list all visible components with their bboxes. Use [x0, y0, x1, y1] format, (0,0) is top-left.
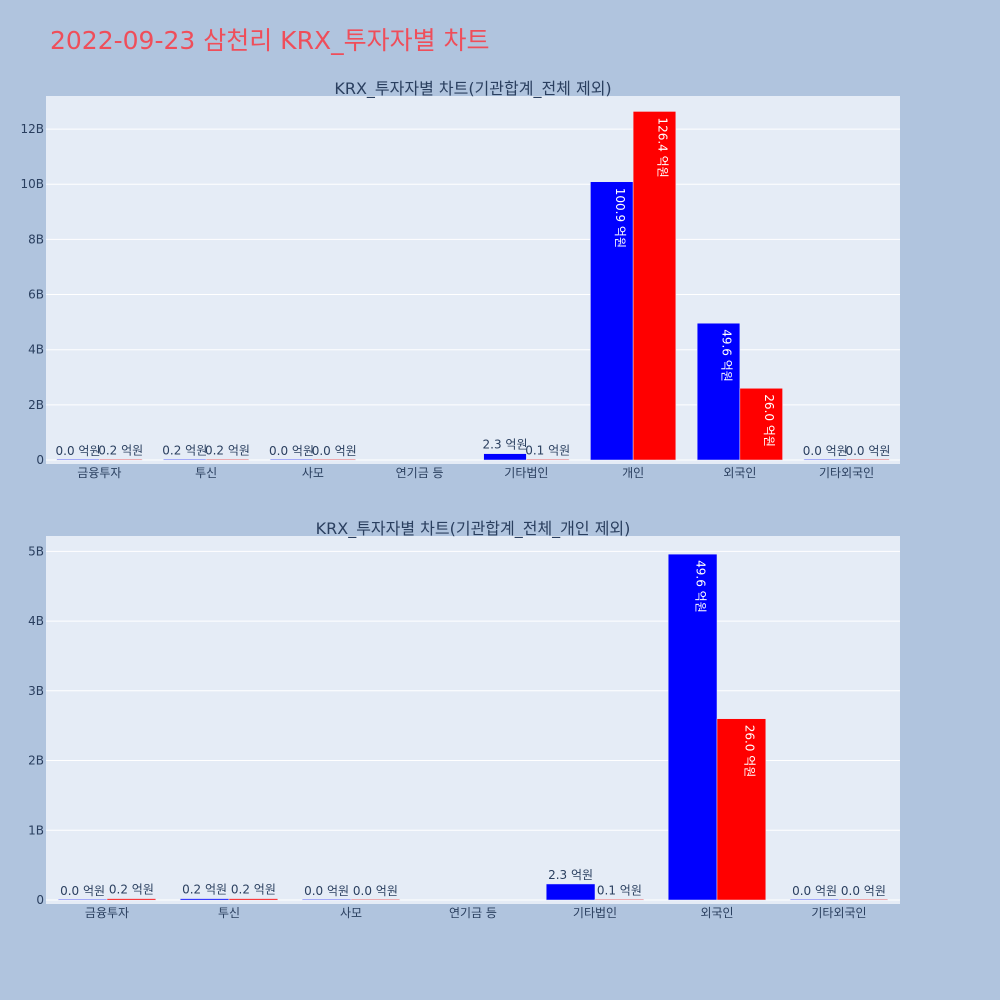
x-tick-label: 기타외국인 — [811, 906, 866, 920]
data-label: 2.3 억원 — [483, 438, 528, 452]
x-tick-label: 기타법인 — [573, 906, 617, 920]
y-tick-label: 3B — [28, 684, 44, 698]
bar — [594, 898, 645, 901]
y-tick-label: 0 — [36, 453, 44, 467]
data-label: 0.2 억원 — [109, 883, 154, 897]
y-tick-label: 4B — [28, 343, 44, 357]
chart-title: KRX_투자자별 차트(기관합계_전체_개인 제외) — [316, 519, 631, 539]
page-title: 2022-09-23 삼천리 KRX_투자자별 차트 — [50, 26, 490, 55]
x-tick-label: 연기금 등 — [396, 466, 444, 480]
data-label: 0.2 억원 — [182, 883, 227, 897]
x-tick-label: 투신 — [195, 466, 217, 480]
bar — [228, 898, 279, 901]
bar — [106, 898, 157, 901]
data-label: 26.0 억원 — [762, 394, 776, 447]
data-label: 0.2 억원 — [205, 443, 250, 457]
data-label: 0.1 억원 — [597, 883, 642, 897]
data-label: 0.0 억원 — [792, 884, 837, 898]
data-label: 0.0 억원 — [269, 444, 314, 458]
y-tick-label: 2B — [28, 398, 44, 412]
data-label: 0.0 억원 — [56, 444, 101, 458]
bar — [350, 898, 401, 901]
data-label: 0.1 억원 — [525, 444, 570, 458]
data-label: 0.0 억원 — [312, 444, 357, 458]
bar — [163, 458, 207, 461]
data-label: 0.0 억원 — [353, 884, 398, 898]
bar — [838, 898, 889, 901]
bar — [526, 458, 570, 461]
bar — [205, 458, 250, 461]
x-tick-label: 사모 — [340, 906, 362, 920]
data-label: 26.0 억원 — [742, 725, 756, 778]
y-tick-label: 0 — [36, 893, 44, 907]
data-label: 100.9 억원 — [613, 188, 627, 248]
bar — [179, 898, 230, 901]
chart-bottom: 0 1B 2B 3B 4B 5B KRX_투자자별 차트(기관합계_전체_개인 제외) 금융투… — [28, 519, 900, 920]
x-tick-label: 외국인 — [700, 906, 733, 920]
x-tick-label: 금융투자 — [77, 466, 121, 480]
bar — [696, 322, 741, 461]
x-tick-label: 사모 — [302, 466, 324, 480]
bar — [269, 458, 314, 461]
bar — [312, 458, 356, 461]
bar — [301, 898, 352, 901]
bar — [632, 111, 677, 461]
bar — [667, 553, 718, 901]
y-tick-label: 1B — [28, 823, 44, 837]
bar — [739, 388, 783, 461]
data-label: 0.2 억원 — [231, 883, 276, 897]
x-tick-label: 기타외국인 — [819, 466, 874, 480]
data-label: 0.0 억원 — [304, 884, 349, 898]
y-tick-label: 6B — [28, 288, 44, 302]
bar — [57, 898, 108, 901]
bar — [99, 458, 143, 461]
data-label: 49.6 억원 — [694, 560, 708, 613]
data-label: 0.2 억원 — [98, 443, 143, 457]
data-label: 49.6 억원 — [720, 329, 734, 382]
y-tick-label: 8B — [28, 232, 44, 246]
y-tick-label: 5B — [28, 544, 44, 558]
x-tick-label: 금융투자 — [85, 906, 129, 920]
x-tick-label: 개인 — [622, 466, 644, 480]
data-label: 0.0 억원 — [845, 444, 890, 458]
data-label: 126.4 억원 — [655, 117, 669, 177]
chart-top: 0 2B 4B 6B 8B 10B 12B KRX_투자자별 차트(기관합계_전체 제외) 금융… — [20, 79, 900, 480]
data-label: 0.0 억원 — [60, 884, 105, 898]
bar — [545, 883, 596, 901]
data-label: 0.0 억원 — [841, 884, 886, 898]
data-label: 0.2 억원 — [162, 443, 207, 457]
x-tick-label: 기타법인 — [504, 466, 548, 480]
x-tick-label: 투신 — [218, 906, 240, 920]
plot-area — [46, 536, 900, 904]
bar — [483, 453, 527, 461]
x-tick-label: 외국인 — [723, 466, 756, 480]
bar — [846, 458, 890, 461]
bar — [590, 181, 634, 461]
x-tick-label: 연기금 등 — [449, 906, 497, 920]
bar — [716, 718, 767, 901]
data-label: 0.0 억원 — [803, 444, 848, 458]
chart-title: KRX_투자자별 차트(기관합계_전체 제외) — [334, 79, 611, 99]
y-tick-label: 4B — [28, 614, 44, 628]
y-tick-label: 12B — [20, 122, 44, 136]
bar — [56, 458, 100, 461]
bar — [789, 898, 840, 901]
y-tick-label: 2B — [28, 754, 44, 768]
bar — [803, 458, 847, 461]
y-tick-label: 10B — [20, 177, 44, 191]
data-label: 2.3 억원 — [548, 868, 593, 882]
